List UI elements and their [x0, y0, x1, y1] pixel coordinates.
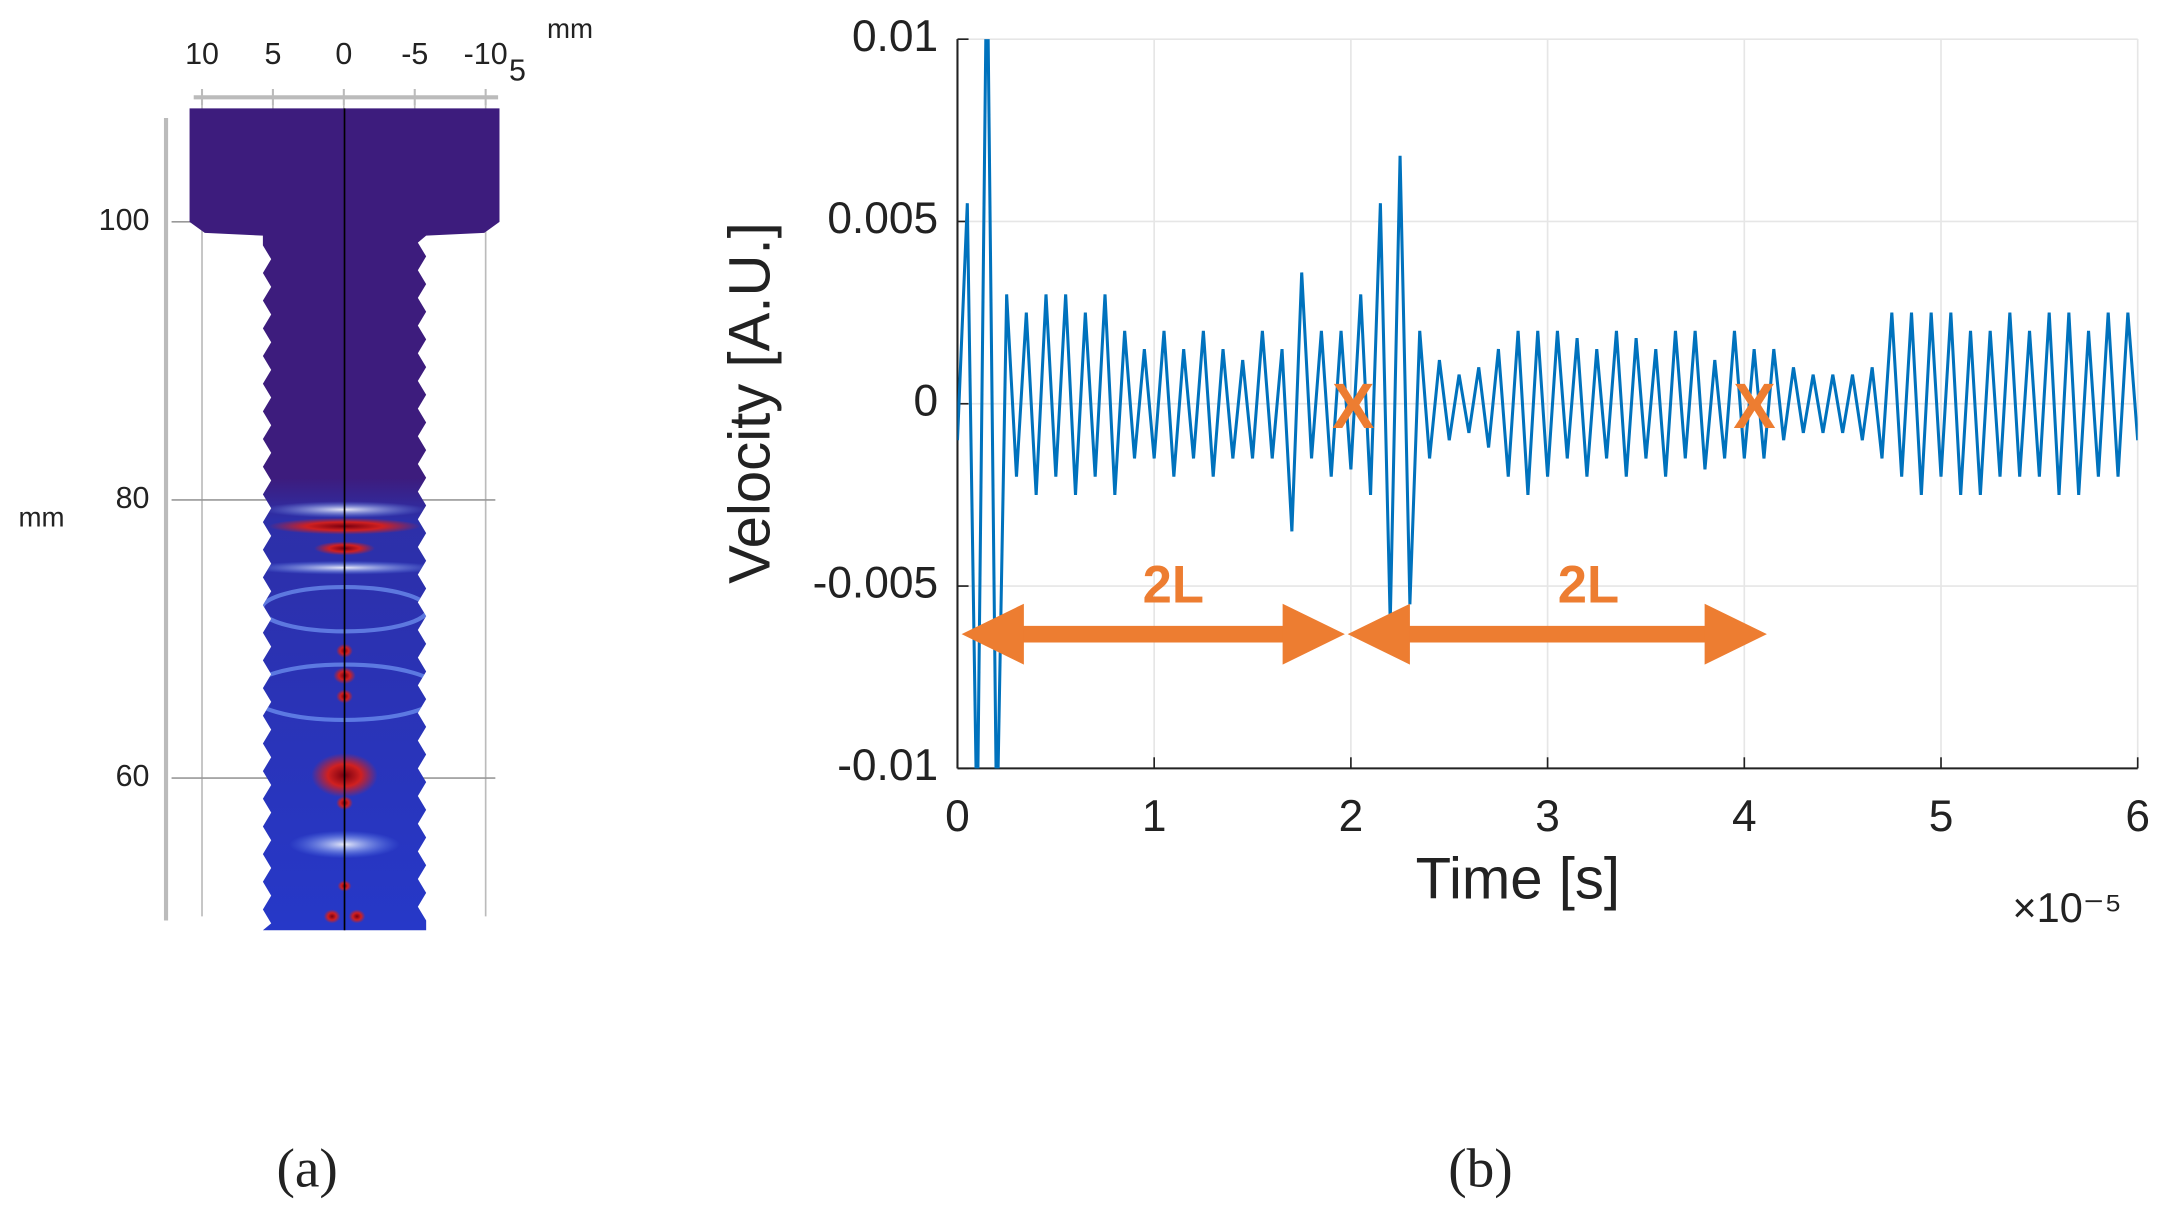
annotation: 2L — [1143, 555, 1204, 614]
x-tick-label: 5 — [264, 37, 281, 71]
annotation: X — [1332, 371, 1374, 442]
x-tick-label: 2 — [1339, 792, 1364, 841]
x-unit: mm — [547, 13, 593, 44]
panel-label: (b) — [1448, 1137, 1513, 1198]
y-tick-label: 0 — [913, 376, 938, 425]
x-tick-label: 0 — [945, 792, 970, 841]
arrow-head — [1704, 603, 1767, 665]
y-tick-label: 80 — [116, 481, 150, 515]
hot-spot — [348, 909, 366, 924]
arrow-head — [1347, 603, 1410, 665]
y-tick-label: -0.005 — [813, 559, 939, 608]
arrow-head — [1282, 603, 1345, 665]
hot-spot — [323, 909, 341, 924]
x-tick-label: -5 — [401, 37, 428, 71]
stray-label: 5 — [509, 53, 526, 87]
panel-label: (a) — [276, 1137, 337, 1198]
y-tick-label: -0.01 — [837, 741, 938, 790]
bolt-field — [189, 108, 500, 931]
x-tick-label: 1 — [1142, 792, 1167, 841]
x-axis-label: Time [s] — [1416, 847, 1620, 912]
y-unit: mm — [18, 502, 64, 533]
y-tick-label: 100 — [99, 203, 150, 237]
x-tick-label: 4 — [1732, 792, 1757, 841]
y-tick-label: 0.005 — [827, 194, 938, 243]
x-tick-label: -10 — [464, 37, 508, 71]
y-tick-label: 0.01 — [852, 12, 938, 61]
annotation: 2L — [1558, 555, 1619, 614]
x-tick-label: 10 — [185, 37, 219, 71]
y-axis-label: Velocity [A.U.] — [717, 222, 782, 584]
x-multiplier: ×10⁻⁵ — [2012, 884, 2122, 931]
x-tick-label: 3 — [1535, 792, 1560, 841]
panel-b-grid — [956, 38, 2139, 770]
x-tick-label: 6 — [2125, 792, 2150, 841]
arrow-head — [961, 603, 1024, 665]
x-tick-label: 5 — [1929, 792, 1954, 841]
annotation: X — [1733, 371, 1775, 442]
x-tick-label: 0 — [335, 37, 352, 71]
signal-line — [957, 39, 2138, 769]
y-tick-label: 60 — [116, 759, 150, 793]
